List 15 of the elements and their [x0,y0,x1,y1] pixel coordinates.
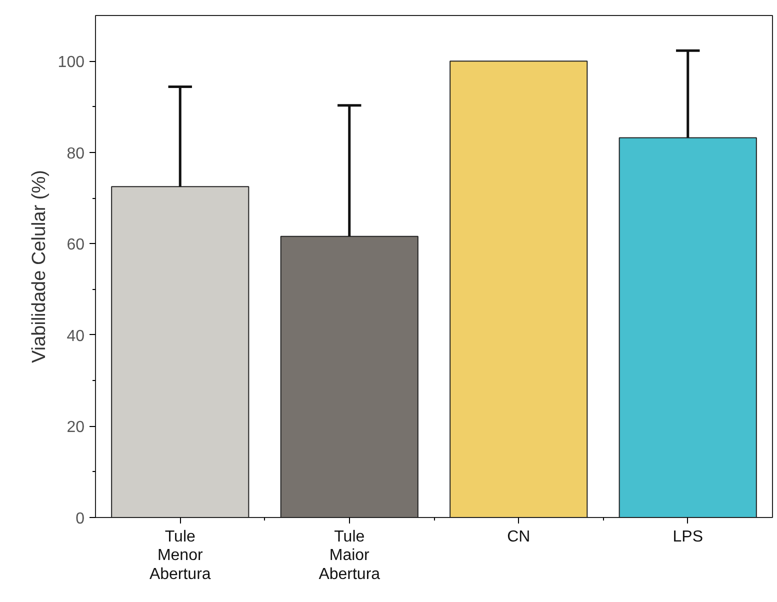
bar [618,137,757,518]
y-tick-label: 20 [66,419,85,436]
y-tick-label: 100 [58,54,85,72]
x-tick-label: Tule Menor Abertura [149,528,211,583]
bar [450,60,588,518]
y-tick-label: 40 [66,328,85,345]
x-tick-label: LPS [672,528,704,546]
bar [111,186,250,518]
y-tick-label: 80 [66,145,85,162]
bar [280,236,418,518]
y-tick-label: 0 [76,510,85,528]
y-tick-label: 60 [66,236,85,254]
x-tick-label: CN [507,528,530,546]
y-axis-title: Viabilidade Celular (%) [28,170,50,363]
x-tick-label: Tule Maior Abertura [318,528,380,583]
